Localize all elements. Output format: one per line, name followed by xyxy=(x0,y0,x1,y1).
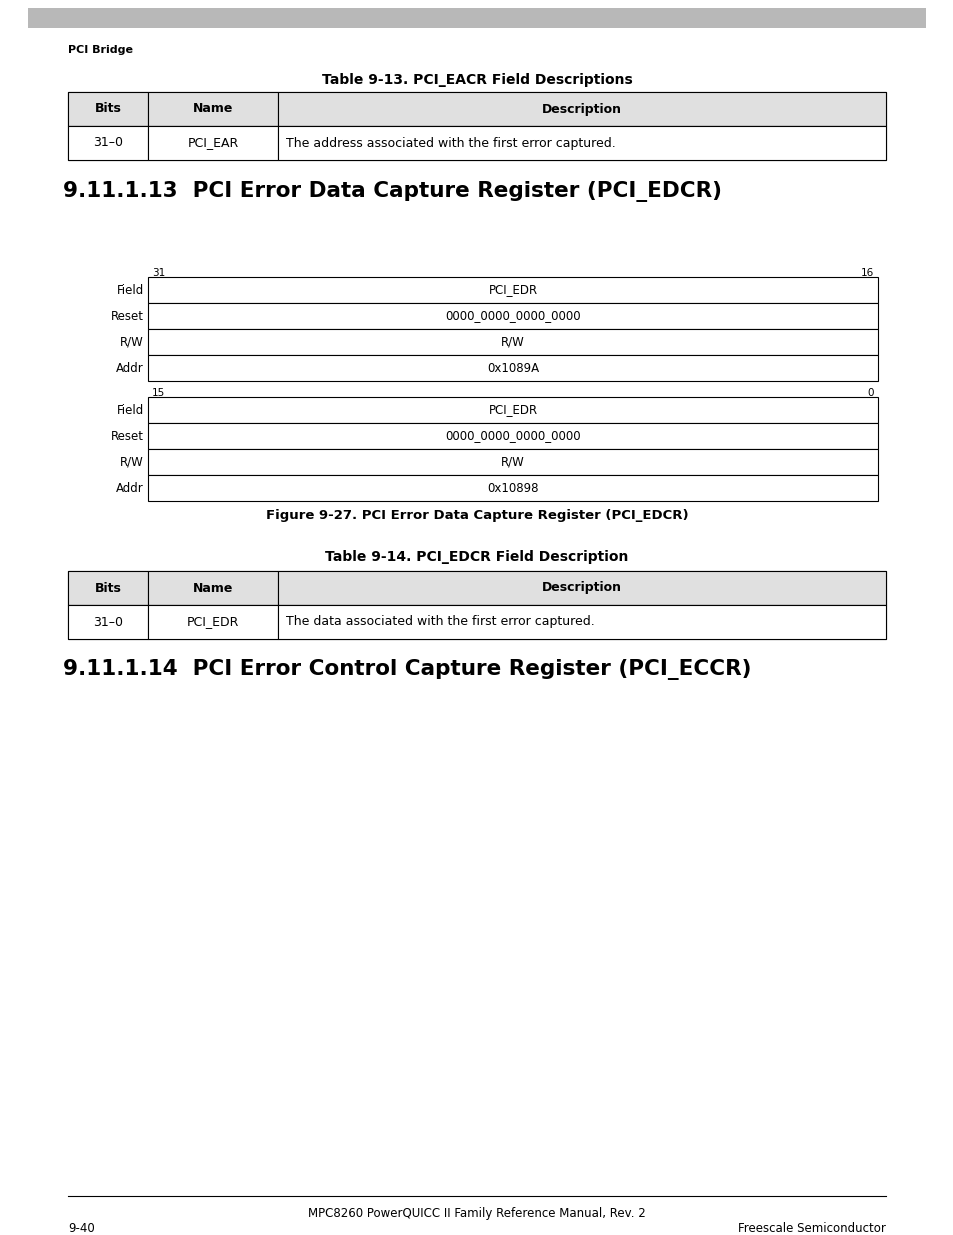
Text: R/W: R/W xyxy=(120,456,144,468)
Bar xyxy=(68,126,148,161)
Text: Bits: Bits xyxy=(94,582,121,594)
Bar xyxy=(68,571,885,605)
Text: 0x10898: 0x10898 xyxy=(487,482,538,494)
Text: 9-40: 9-40 xyxy=(68,1221,94,1235)
Text: PCI_EAR: PCI_EAR xyxy=(187,137,238,149)
Text: Name: Name xyxy=(193,582,233,594)
Text: 0000_0000_0000_0000: 0000_0000_0000_0000 xyxy=(445,430,580,442)
Bar xyxy=(148,424,877,450)
Bar xyxy=(68,605,148,638)
Bar xyxy=(148,475,877,501)
Text: 0x1089A: 0x1089A xyxy=(486,362,538,374)
Text: 31–0: 31–0 xyxy=(92,615,123,629)
Bar xyxy=(68,126,885,161)
Bar xyxy=(148,91,277,126)
Text: R/W: R/W xyxy=(500,456,524,468)
Text: Freescale Semiconductor: Freescale Semiconductor xyxy=(738,1221,885,1235)
Text: PCI_EDR: PCI_EDR xyxy=(187,615,239,629)
Bar xyxy=(277,571,885,605)
Text: MPC8260 PowerQUICC II Family Reference Manual, Rev. 2: MPC8260 PowerQUICC II Family Reference M… xyxy=(308,1208,645,1220)
Text: Field: Field xyxy=(116,404,144,416)
Text: Reset: Reset xyxy=(111,310,144,322)
Text: Reset: Reset xyxy=(111,430,144,442)
Text: Addr: Addr xyxy=(116,482,144,494)
Text: 31–0: 31–0 xyxy=(92,137,123,149)
Text: PCI Bridge: PCI Bridge xyxy=(68,44,132,56)
Text: Table 9-14. PCI_EDCR Field Description: Table 9-14. PCI_EDCR Field Description xyxy=(325,550,628,564)
Bar xyxy=(148,571,277,605)
Bar xyxy=(148,303,877,329)
Bar xyxy=(148,126,277,161)
Text: Description: Description xyxy=(541,582,621,594)
Bar xyxy=(148,396,877,424)
Text: R/W: R/W xyxy=(120,336,144,348)
Bar xyxy=(277,91,885,126)
Text: Table 9-13. PCI_EACR Field Descriptions: Table 9-13. PCI_EACR Field Descriptions xyxy=(321,73,632,86)
Text: Addr: Addr xyxy=(116,362,144,374)
Text: 0: 0 xyxy=(866,388,873,398)
Text: Figure 9-27. PCI Error Data Capture Register (PCI_EDCR): Figure 9-27. PCI Error Data Capture Regi… xyxy=(265,509,688,521)
Text: 9.11.1.14  PCI Error Control Capture Register (PCI_ECCR): 9.11.1.14 PCI Error Control Capture Regi… xyxy=(63,658,751,679)
Text: 16: 16 xyxy=(860,268,873,278)
Bar xyxy=(68,91,885,126)
Bar xyxy=(68,605,885,638)
Text: R/W: R/W xyxy=(500,336,524,348)
Text: PCI_EDR: PCI_EDR xyxy=(488,284,537,296)
Text: Field: Field xyxy=(116,284,144,296)
Text: The address associated with the first error captured.: The address associated with the first er… xyxy=(286,137,615,149)
Bar xyxy=(148,329,877,354)
Bar xyxy=(277,605,885,638)
Text: 15: 15 xyxy=(152,388,165,398)
Text: Description: Description xyxy=(541,103,621,116)
Text: 9.11.1.13  PCI Error Data Capture Register (PCI_EDCR): 9.11.1.13 PCI Error Data Capture Registe… xyxy=(63,182,721,203)
Text: Name: Name xyxy=(193,103,233,116)
Text: The data associated with the first error captured.: The data associated with the first error… xyxy=(286,615,594,629)
Bar xyxy=(148,354,877,382)
Bar xyxy=(68,91,148,126)
Text: PCI_EDR: PCI_EDR xyxy=(488,404,537,416)
Text: Bits: Bits xyxy=(94,103,121,116)
Bar xyxy=(28,7,925,28)
Bar xyxy=(68,571,148,605)
Bar xyxy=(148,277,877,303)
Bar xyxy=(277,126,885,161)
Bar xyxy=(148,450,877,475)
Text: 0000_0000_0000_0000: 0000_0000_0000_0000 xyxy=(445,310,580,322)
Bar xyxy=(148,605,277,638)
Text: 31: 31 xyxy=(152,268,165,278)
